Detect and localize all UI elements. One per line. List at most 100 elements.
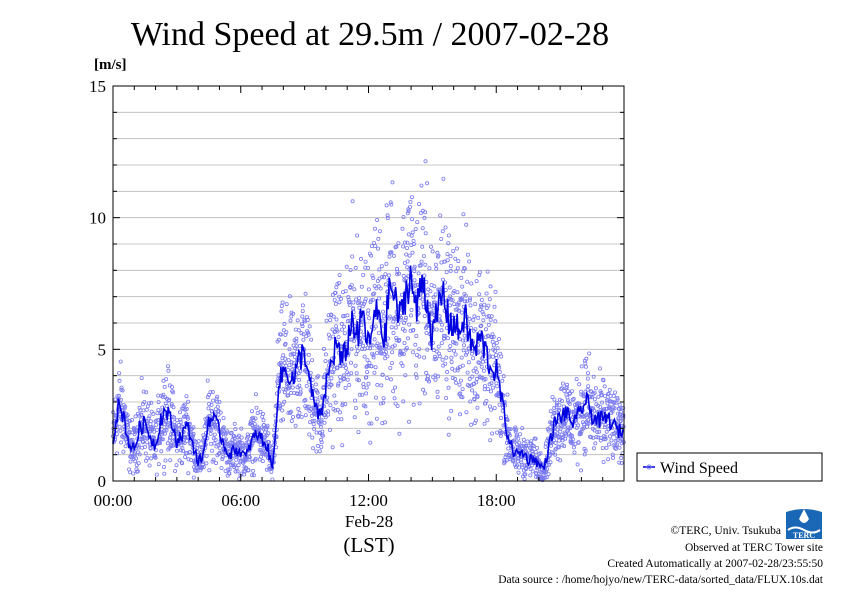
data-point <box>545 467 550 472</box>
data-point <box>489 314 494 319</box>
data-point <box>514 463 519 468</box>
data-point <box>221 425 226 430</box>
data-point <box>492 304 497 309</box>
data-point <box>419 259 424 264</box>
data-point <box>282 321 287 326</box>
data-point <box>445 336 450 341</box>
data-point <box>353 265 358 270</box>
data-point <box>437 318 442 323</box>
data-point <box>298 369 303 374</box>
data-point <box>297 410 302 415</box>
x-tick-label: 00:00 <box>94 491 133 510</box>
data-point <box>311 446 316 451</box>
data-point <box>393 325 398 330</box>
data-point <box>619 455 624 460</box>
data-point <box>357 296 362 301</box>
data-point <box>545 463 550 468</box>
data-point <box>299 321 304 326</box>
data-point <box>425 181 430 186</box>
data-point <box>389 325 394 330</box>
data-point <box>434 349 439 354</box>
data-point <box>403 373 408 378</box>
data-point <box>330 327 335 332</box>
data-point <box>210 398 215 403</box>
data-point <box>463 352 468 357</box>
data-point <box>282 360 287 365</box>
data-point <box>435 389 440 394</box>
data-point <box>253 392 258 397</box>
data-point <box>343 362 348 367</box>
data-point <box>139 417 144 422</box>
data-point <box>335 329 340 334</box>
data-point <box>162 431 167 436</box>
data-point <box>199 464 204 469</box>
data-point <box>352 415 357 420</box>
data-point <box>411 238 416 243</box>
x-axis-date-label: Feb-28 <box>345 512 393 531</box>
data-point <box>614 442 619 447</box>
data-point <box>554 405 559 410</box>
data-point <box>423 210 428 215</box>
data-point <box>226 467 231 472</box>
data-point <box>246 468 251 473</box>
data-point <box>233 427 238 432</box>
data-point <box>602 384 607 389</box>
data-point <box>439 328 444 333</box>
data-point <box>411 327 416 332</box>
scatter-points <box>111 159 626 483</box>
data-point <box>343 289 348 294</box>
data-point <box>334 285 339 290</box>
data-point <box>373 324 378 329</box>
data-point <box>300 303 305 308</box>
data-point <box>430 249 435 254</box>
data-point <box>142 444 147 449</box>
data-point <box>333 400 338 405</box>
data-point <box>601 378 606 383</box>
data-point <box>387 254 392 259</box>
data-point <box>610 409 615 414</box>
data-point <box>118 359 123 364</box>
data-point <box>327 336 332 341</box>
data-point <box>334 324 339 329</box>
data-point <box>423 231 428 236</box>
data-point <box>289 419 294 424</box>
data-point <box>253 416 258 421</box>
data-point <box>278 404 283 409</box>
data-point <box>172 415 177 420</box>
data-point <box>449 359 454 364</box>
data-point <box>137 405 142 410</box>
data-point <box>352 287 357 292</box>
data-point <box>386 273 391 278</box>
data-point <box>260 459 265 464</box>
data-point <box>375 382 380 387</box>
data-point <box>318 424 323 429</box>
data-point <box>533 449 538 454</box>
data-point <box>328 403 333 408</box>
data-point <box>365 370 370 375</box>
data-point <box>453 380 458 385</box>
legend-box <box>636 452 823 482</box>
data-point <box>160 437 165 442</box>
data-point <box>607 404 612 409</box>
data-point <box>565 388 570 393</box>
data-point <box>410 230 415 235</box>
data-point <box>607 387 612 392</box>
data-point <box>212 432 217 437</box>
data-point <box>498 433 503 438</box>
data-point <box>155 417 160 422</box>
data-point <box>571 396 576 401</box>
data-point <box>185 416 190 421</box>
data-point <box>363 297 368 302</box>
data-point <box>441 176 446 181</box>
data-point <box>422 355 427 360</box>
data-point <box>348 337 353 342</box>
data-point <box>142 400 147 405</box>
data-point <box>310 358 315 363</box>
data-point <box>372 337 377 342</box>
data-point <box>227 471 232 476</box>
data-point <box>221 427 226 432</box>
data-point <box>528 466 533 471</box>
data-point <box>296 406 301 411</box>
data-point <box>144 407 149 412</box>
data-point <box>177 410 182 415</box>
